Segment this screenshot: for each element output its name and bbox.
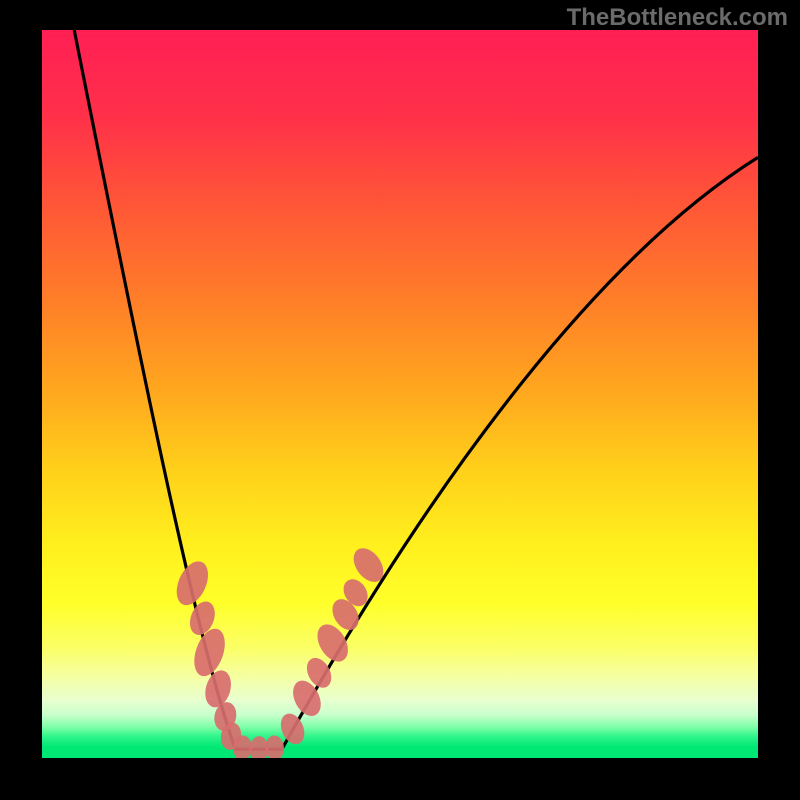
watermark-text: TheBottleneck.com: [567, 4, 788, 32]
flat-bottom-marker: [264, 735, 285, 758]
plot-area: [42, 30, 758, 758]
chart-root: TheBottleneck.com: [0, 0, 800, 800]
bottleneck-curve: [74, 30, 758, 749]
curve-markers: [170, 543, 389, 758]
curve-layer: [42, 30, 758, 758]
